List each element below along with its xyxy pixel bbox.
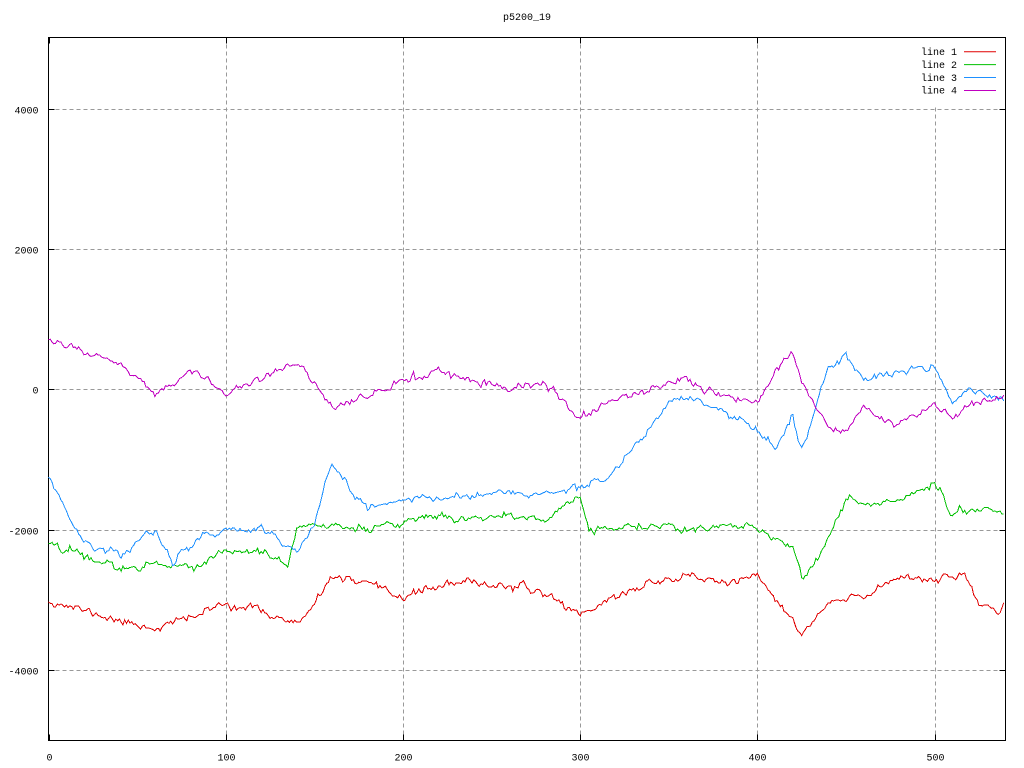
svg-text:-2000: -2000 [8, 528, 38, 539]
svg-text:0: 0 [46, 754, 52, 765]
svg-text:300: 300 [571, 754, 589, 765]
svg-text:500: 500 [926, 754, 944, 765]
svg-text:line 3: line 3 [921, 73, 957, 85]
svg-text:400: 400 [748, 754, 766, 765]
svg-text:100: 100 [217, 754, 235, 765]
svg-text:200: 200 [394, 754, 412, 765]
svg-text:2000: 2000 [14, 247, 38, 258]
svg-text:0: 0 [32, 387, 38, 398]
svg-text:-4000: -4000 [8, 668, 38, 679]
svg-text:line 4: line 4 [921, 86, 957, 98]
svg-text:line 1: line 1 [921, 47, 957, 59]
svg-text:4000: 4000 [14, 107, 38, 118]
svg-text:p5200_19: p5200_19 [503, 13, 551, 24]
svg-text:line 2: line 2 [921, 60, 957, 72]
